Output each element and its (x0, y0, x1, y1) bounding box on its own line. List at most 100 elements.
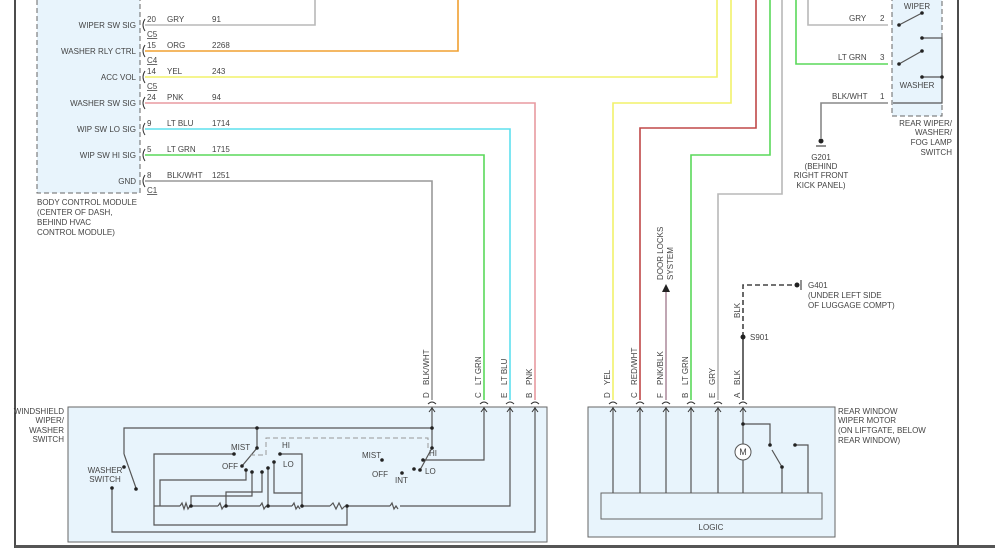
svg-text:(CENTER OF DASH,: (CENTER OF DASH, (37, 208, 113, 217)
svg-text:PNK/BLK: PNK/BLK (656, 351, 665, 385)
bcm-pin-row: WASHER SW SIG 24 PNK 94 (70, 93, 221, 110)
svg-text:YEL: YEL (603, 369, 612, 385)
svg-text:M: M (739, 447, 747, 457)
bcm-wires (145, 0, 718, 400)
svg-text:15: 15 (147, 41, 156, 50)
svg-text:2: 2 (880, 14, 885, 23)
svg-text:BLK/WHT: BLK/WHT (832, 92, 868, 101)
bcm-pin-row: ACC VOL 14 YEL 243 C5 (101, 67, 226, 91)
svg-text:WIPER SW SIG: WIPER SW SIG (79, 21, 136, 30)
ground-g401: G401 (UNDER LEFT SIDE OF LUGGAGE COMPT) (794, 280, 895, 310)
svg-text:3: 3 (880, 53, 885, 62)
splice-label: S901 (750, 333, 769, 342)
svg-text:9: 9 (147, 119, 152, 128)
svg-text:BLK: BLK (733, 369, 742, 385)
arrow-icon (662, 284, 670, 292)
svg-text:ACC VOL: ACC VOL (101, 73, 137, 82)
svg-text:1714: 1714 (212, 119, 230, 128)
svg-text:RED/WHT: RED/WHT (630, 348, 639, 385)
svg-text:GRY: GRY (708, 367, 717, 385)
wire-gry-rear (717, 0, 783, 400)
wire-ltblu-1714 (145, 128, 511, 400)
svg-text:E: E (708, 393, 717, 398)
svg-text:C4: C4 (147, 56, 158, 65)
svg-text:C1: C1 (147, 186, 158, 195)
wire-blk-upper (742, 284, 797, 337)
rear-motor-pin: A BLK (733, 369, 748, 413)
svg-text:YEL: YEL (167, 67, 183, 76)
svg-text:WASHER: WASHER (88, 466, 123, 475)
wire-ltgrn-rear (690, 0, 771, 400)
svg-text:LT BLU: LT BLU (167, 119, 194, 128)
wire-ltgrn-switch (795, 0, 888, 65)
svg-text:WIP SW LO SIG: WIP SW LO SIG (77, 125, 136, 134)
rear-wiper-switch: WIPER WASHER #b8b8b8 GRY LT GRN BLK/WHT … (832, 0, 953, 157)
wire-blkwht-1251 (145, 180, 433, 400)
svg-text:DOOR LOCKS: DOOR LOCKS (656, 227, 665, 280)
svg-text:C5: C5 (147, 30, 158, 39)
bottom-bar (15, 545, 995, 548)
svg-text:GND: GND (118, 177, 136, 186)
svg-text:B: B (681, 393, 690, 398)
svg-text:SWITCH: SWITCH (920, 148, 952, 157)
svg-text:91: 91 (212, 15, 221, 24)
svg-text:BLK: BLK (733, 302, 742, 318)
svg-text:BODY CONTROL MODULE: BODY CONTROL MODULE (37, 198, 137, 207)
svg-text:WIPER MOTOR: WIPER MOTOR (838, 416, 896, 425)
body-control-module: BODY CONTROL MODULE (CENTER OF DASH, BEH… (36, 0, 141, 237)
rear-switch-wiper-label: WIPER (904, 2, 930, 11)
svg-text:1251: 1251 (212, 171, 230, 180)
bcm-pin-row: WASHER RLY CTRL 15 ORG 2268 C4 (61, 41, 230, 65)
svg-text:D: D (422, 392, 431, 398)
svg-text:FOG LAMP: FOG LAMP (911, 138, 952, 147)
svg-text:PNK: PNK (167, 93, 184, 102)
svg-text:BLK/WHT: BLK/WHT (422, 349, 431, 385)
svg-text:D: D (603, 392, 612, 398)
rear-window-wiper-motor: LOGIC M REAR WINDOW WIPER MOTOR (ON LIFT… (587, 302, 926, 538)
svg-text:G401: G401 (808, 281, 828, 290)
svg-text:B: B (525, 393, 534, 398)
svg-text:WASHER RLY CTRL: WASHER RLY CTRL (61, 47, 137, 56)
svg-text:GRY: GRY (849, 14, 867, 23)
bcm-pin-row: WIP SW LO SIG 9 LT BLU 1714 (77, 119, 230, 136)
wire-ltgrn-1715 (145, 154, 485, 400)
rear-motor-pin: C RED/WHT (630, 348, 645, 413)
svg-text:(ON LIFTGATE, BELOW: (ON LIFTGATE, BELOW (838, 426, 926, 435)
svg-text:OFF: OFF (222, 462, 238, 471)
svg-text:MIST: MIST (231, 443, 250, 452)
svg-text:REAR WINDOW: REAR WINDOW (838, 407, 898, 416)
svg-text:HI: HI (429, 449, 437, 458)
svg-text:MIST: MIST (362, 451, 381, 460)
svg-text:KICK PANEL): KICK PANEL) (796, 181, 846, 190)
svg-text:WIPER/: WIPER/ (36, 416, 65, 425)
svg-text:REAR WINDOW): REAR WINDOW) (838, 436, 901, 445)
svg-text:14: 14 (147, 67, 156, 76)
rear-motor-pin: D YEL (603, 369, 618, 413)
rear-wires (612, 0, 888, 400)
svg-text:LT BLU: LT BLU (500, 358, 509, 385)
windshield-switch-pin: E LT BLU (500, 358, 515, 413)
windshield-switch-pin: D BLK/WHT (422, 349, 437, 413)
svg-text:OF LUGGAGE COMPT): OF LUGGAGE COMPT) (808, 301, 895, 310)
svg-text:CONTROL MODULE): CONTROL MODULE) (37, 228, 115, 237)
svg-text:G201: G201 (811, 153, 831, 162)
svg-text:24: 24 (147, 93, 156, 102)
door-locks-label: DOOR LOCKS SYSTEM (656, 227, 675, 280)
bcm-pin-row: GND 8 BLK/WHT 1251 C1 (118, 171, 230, 195)
wire-org-2268 (145, 0, 459, 52)
svg-text:WIP SW HI SIG: WIP SW HI SIG (80, 151, 136, 160)
svg-text:INT: INT (395, 476, 408, 485)
svg-text:REAR WIPER/: REAR WIPER/ (899, 119, 953, 128)
wire-gry-91 (145, 0, 316, 26)
svg-text:C5: C5 (147, 82, 158, 91)
svg-text:A: A (733, 392, 742, 398)
windshield-switch-pin: C LT GRN (474, 356, 489, 413)
svg-text:LT GRN: LT GRN (838, 53, 867, 62)
wire-yel-rear (612, 0, 732, 400)
svg-text:LOGIC: LOGIC (699, 523, 724, 532)
svg-text:5: 5 (147, 145, 152, 154)
ground-g201: G201 (BEHIND RIGHT FRONT KICK PANEL) (794, 138, 848, 190)
bcm-pin-row: WIP SW HI SIG 5 LT GRN 1715 (80, 145, 230, 162)
svg-text:SWITCH: SWITCH (32, 435, 64, 444)
svg-text:BLK/WHT: BLK/WHT (167, 171, 203, 180)
